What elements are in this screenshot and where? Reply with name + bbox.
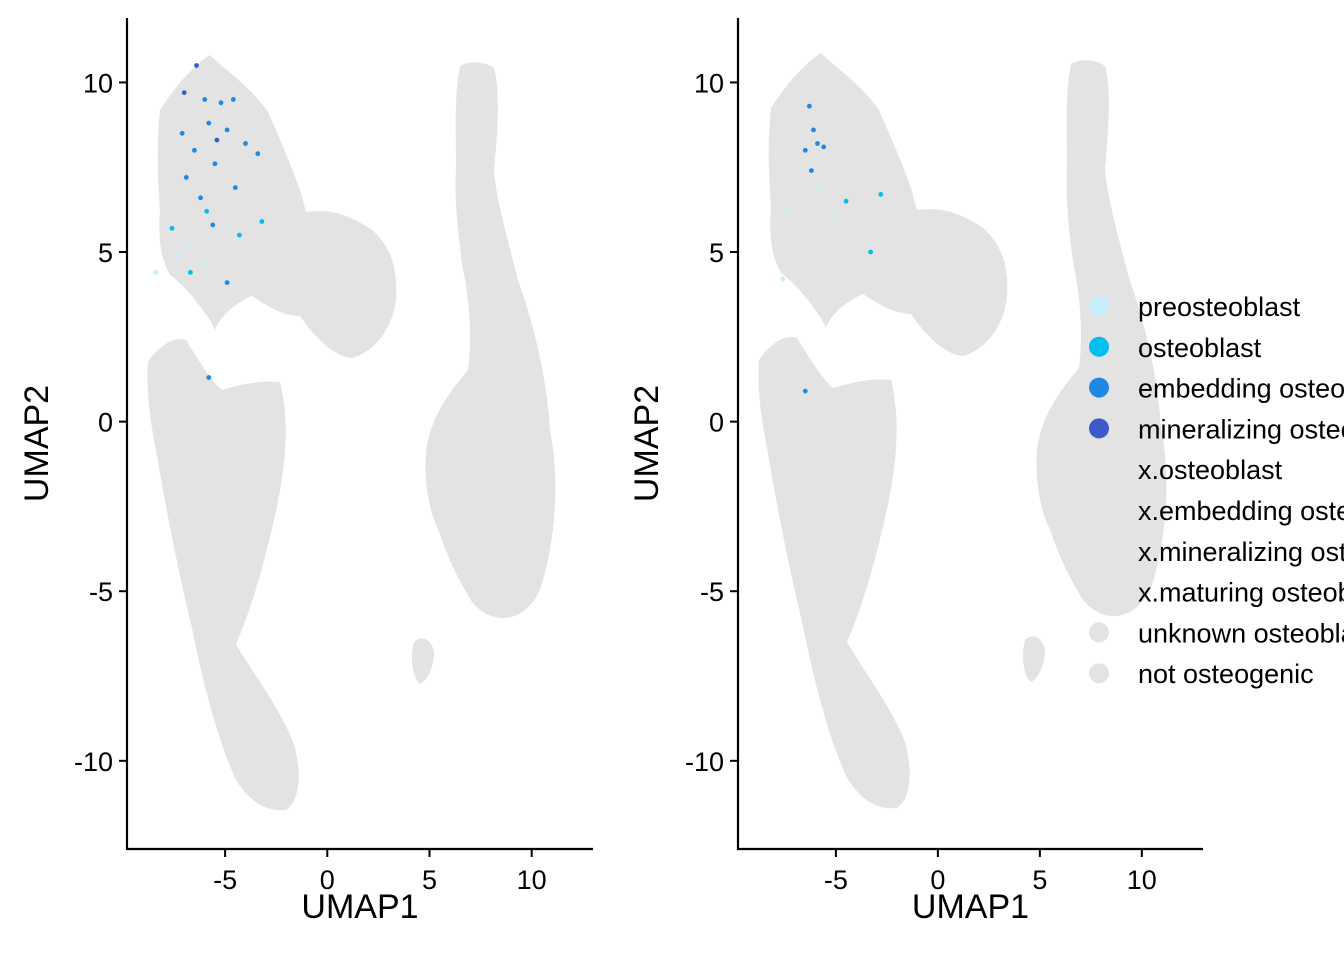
highlighted-cell-point (230, 97, 236, 102)
highlighted-cell-point (780, 276, 786, 282)
y-tick-label: 10 (694, 68, 724, 98)
highlighted-cell-point (802, 388, 808, 394)
x-tick-label: -5 (213, 865, 237, 895)
x-tick-label: 0 (930, 865, 945, 895)
highlighted-cell-point (194, 63, 199, 68)
legend-key-1 (1089, 336, 1109, 357)
highlighted-cell-point (878, 192, 884, 197)
legend-label-2: embedding osteoblast (1138, 374, 1344, 404)
highlighted-cells-layer (776, 103, 884, 394)
legend-label-1: osteoblast (1138, 333, 1262, 363)
highlighted-cell-point (214, 137, 220, 143)
highlighted-cell-point (224, 280, 230, 285)
cell-cloud-small (1023, 636, 1045, 682)
background-cells-layer (147, 55, 556, 811)
legend-label-6: x.mineralizing osteoblast (1138, 537, 1344, 567)
y-axis-title: UMAP2 (628, 385, 666, 502)
umap-panel-left (147, 55, 556, 811)
highlighted-cell-point (206, 375, 212, 380)
x-tick-label: 5 (422, 865, 437, 895)
highlighted-cell-point (243, 141, 248, 146)
highlighted-cell-point (183, 242, 189, 248)
axes-left: -5 0 5 10 -10 -5 0 5 10 UMAP1 UMAP2 (18, 18, 593, 926)
y-tick-label: -10 (685, 747, 724, 777)
highlighted-cell-point (821, 144, 827, 150)
highlighted-cell-point (784, 208, 790, 214)
highlighted-cell-point (802, 147, 808, 153)
legend-label-5: x.embedding osteoblast (1138, 496, 1344, 526)
legend-label-4: x.osteoblast (1138, 455, 1283, 485)
x-tick-label: 10 (1127, 865, 1157, 895)
highlighted-cell-point (204, 208, 210, 214)
legend-key-9 (1089, 663, 1109, 684)
y-tick-label: 5 (709, 238, 724, 268)
legend-label-7: x.maturing osteoblast (1138, 578, 1344, 608)
legend: preosteoblast osteoblast embedding osteobl… (1089, 292, 1344, 689)
x-tick-label: -5 (824, 865, 848, 895)
cell-cloud-upper-left (768, 53, 1008, 356)
y-axis-title: UMAP2 (18, 385, 56, 502)
highlighted-cell-point (181, 90, 187, 95)
y-tick-label: 10 (83, 68, 113, 98)
highlighted-cell-point (815, 141, 820, 146)
x-axis-title: UMAP1 (912, 888, 1029, 926)
highlighted-cell-point (202, 97, 208, 102)
highlighted-cells-layer (153, 63, 265, 380)
cell-cloud-right (425, 62, 556, 619)
y-tick-label: -10 (74, 747, 113, 777)
y-tick-label: 5 (98, 238, 113, 268)
highlighted-cell-point (188, 270, 193, 275)
y-tick-label: 0 (709, 408, 724, 438)
highlighted-cell-point (212, 161, 218, 167)
highlighted-cell-point (224, 127, 230, 133)
highlighted-cell-point (200, 259, 206, 265)
legend-label-8: unknown osteoblast (1138, 618, 1344, 648)
highlighted-cell-point (179, 130, 185, 136)
highlighted-cell-point (807, 103, 812, 109)
legend-label-0: preosteoblast (1138, 292, 1301, 322)
highlighted-cell-point (232, 185, 238, 191)
highlighted-cell-point (175, 253, 181, 258)
legend-label-3: mineralizing osteoblast (1138, 414, 1344, 444)
highlighted-cell-point (169, 225, 175, 231)
y-tick-label: 0 (98, 408, 113, 438)
x-tick-label: 5 (1032, 865, 1047, 895)
x-axis-title: UMAP1 (301, 888, 418, 926)
highlighted-cell-point (183, 175, 189, 180)
y-tick-label: -5 (700, 577, 724, 607)
highlighted-cell-point (218, 100, 224, 106)
highlighted-cell-point (259, 219, 265, 224)
highlighted-cell-point (811, 127, 816, 133)
highlighted-cell-point (817, 185, 822, 191)
legend-key-8 (1089, 622, 1109, 643)
axes-right: -5 0 5 10 -10 -5 0 5 10 UMAP1 UMAP2 (628, 18, 1203, 926)
highlighted-cell-point (210, 222, 216, 228)
highlighted-cell-point (843, 198, 849, 204)
highlighted-cell-point (153, 270, 159, 275)
cell-cloud-upper-left (157, 55, 397, 358)
y-tick-label: -5 (89, 577, 113, 607)
cell-cloud-small (412, 638, 434, 684)
x-tick-label: 10 (517, 865, 547, 895)
cell-cloud-lower-left (758, 336, 910, 809)
cell-cloud-lower-left (147, 338, 299, 811)
highlighted-cell-point (255, 151, 261, 157)
highlighted-cell-point (198, 195, 204, 201)
legend-key-2 (1089, 377, 1109, 398)
highlighted-cell-point (776, 253, 782, 258)
x-tick-label: 0 (320, 865, 335, 895)
highlighted-cell-point (809, 168, 814, 174)
highlighted-cell-point (206, 120, 212, 126)
highlighted-cell-point (237, 232, 242, 238)
legend-key-0 (1089, 296, 1109, 316)
legend-key-3 (1089, 418, 1109, 439)
highlighted-cell-point (833, 215, 839, 221)
highlighted-cell-point (192, 147, 197, 153)
legend-label-9: not osteogenic (1138, 659, 1314, 689)
highlighted-cell-point (868, 249, 873, 255)
